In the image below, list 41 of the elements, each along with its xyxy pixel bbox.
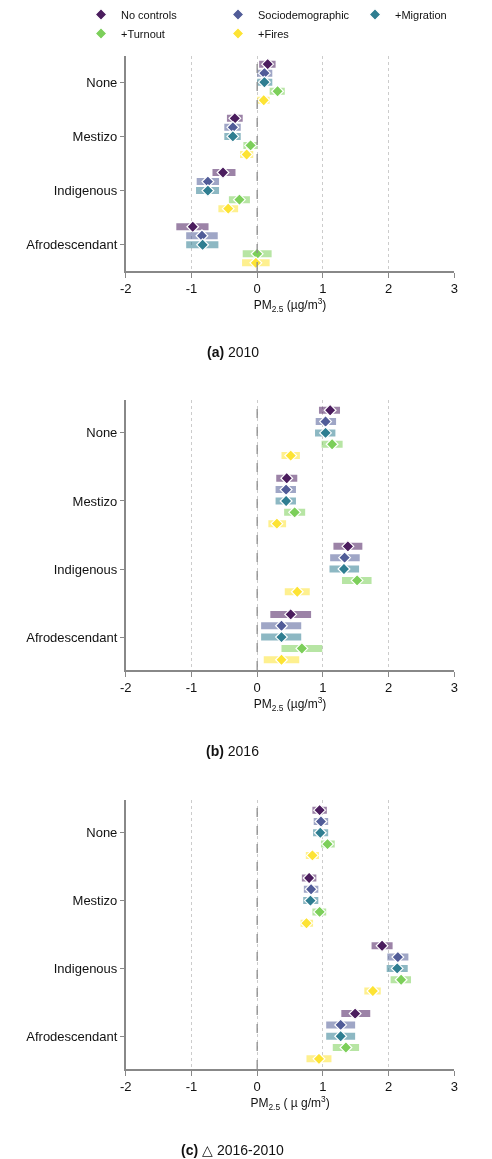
y-tick-label: Mestizo xyxy=(72,893,118,909)
x-tick-label: 3 xyxy=(450,281,459,297)
x-tick-label: 2 xyxy=(385,1079,393,1095)
legend-label: +Migration xyxy=(395,8,447,21)
x-axis-title: PM$_{2.5}$ (µg/m$^{3}$) xyxy=(253,296,327,314)
x-tick-label: 2 xyxy=(385,281,393,297)
x-tick-label: -1 xyxy=(185,1079,198,1095)
x-axis-title: PM$_{2.5}$ ( µ g/m$^{3}$) xyxy=(250,1094,330,1112)
y-tick-label: Indigenous xyxy=(53,183,118,199)
x-tick-label: 1 xyxy=(319,1079,327,1095)
legend-label: +Fires xyxy=(258,27,290,40)
legend-label: Sociodemographic xyxy=(258,8,350,21)
y-tick-label: Indigenous xyxy=(53,561,118,577)
x-tick-label: 0 xyxy=(253,1079,261,1095)
x-tick-label: -2 xyxy=(119,281,132,297)
x-tick-label: 0 xyxy=(253,680,261,696)
legend-label: +Turnout xyxy=(121,27,165,40)
x-tick-label: 3 xyxy=(450,1079,459,1095)
x-tick-label: -1 xyxy=(185,680,198,696)
x-tick-label: 0 xyxy=(253,281,261,297)
y-tick-label: None xyxy=(86,74,118,90)
y-tick-label: Afrodescendant xyxy=(26,237,118,253)
text: (c) △ 2016-2010 xyxy=(181,1142,285,1158)
x-axis-title: PM$_{2.5}$ (µg/m$^{3}$) xyxy=(253,695,327,713)
x-tick-label: -2 xyxy=(119,1079,132,1095)
y-tick-label: Afrodescendant xyxy=(26,1028,118,1044)
x-tick-label: 1 xyxy=(319,680,327,696)
y-tick-label: None xyxy=(86,825,118,841)
x-tick-label: 2 xyxy=(385,680,393,696)
y-tick-label: None xyxy=(86,425,118,441)
x-tick-label: 1 xyxy=(319,281,327,297)
y-tick-label: Mestizo xyxy=(72,128,118,144)
x-tick-label: -1 xyxy=(185,281,198,297)
x-tick-label: -2 xyxy=(119,680,132,696)
legend-label: No controls xyxy=(121,8,178,21)
text: (b) 2016 xyxy=(206,743,260,759)
text: (a) 2010 xyxy=(207,344,260,360)
y-tick-label: Mestizo xyxy=(72,493,118,509)
x-tick-label: 3 xyxy=(450,680,459,696)
y-tick-label: Indigenous xyxy=(53,960,118,976)
y-tick-label: Afrodescendant xyxy=(26,629,118,645)
